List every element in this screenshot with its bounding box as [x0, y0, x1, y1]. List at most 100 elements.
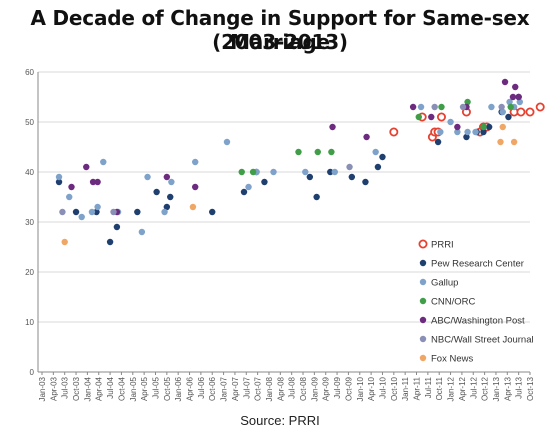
data-point: [512, 83, 519, 91]
data-point: [72, 208, 80, 216]
data-point: [314, 148, 321, 156]
data-point: [144, 173, 151, 181]
data-point: [454, 128, 461, 136]
data-point: [302, 168, 309, 176]
x-tick-label: Jul-12: [469, 376, 478, 398]
data-point: [88, 208, 96, 216]
y-tick-label: 60: [25, 68, 34, 77]
legend-marker: [419, 259, 427, 267]
data-point: [83, 163, 90, 171]
data-point: [454, 123, 461, 131]
x-tick-label: Jul-11: [424, 376, 433, 398]
legend-marker: [419, 354, 427, 362]
data-point: [161, 208, 168, 216]
data-point: [138, 228, 146, 236]
x-tick-label: Apr-07: [231, 376, 240, 401]
data-point: [506, 98, 513, 106]
data-point: [192, 158, 199, 166]
x-tick-label: Jul-07: [242, 376, 251, 398]
x-tick-label: Oct-06: [208, 376, 217, 401]
y-tick-label: 50: [25, 118, 34, 127]
data-point: [223, 138, 231, 146]
data-point: [163, 203, 171, 211]
data-point: [437, 128, 444, 136]
x-tick-label: Jul-05: [151, 376, 160, 398]
data-point: [270, 168, 277, 176]
x-tick-label: Oct-10: [390, 376, 399, 401]
legend-label: CNN/ORC: [431, 297, 475, 308]
x-tick-label: Jan-12: [447, 376, 456, 401]
data-point: [192, 183, 199, 191]
data-point: [409, 103, 417, 111]
data-point: [434, 138, 442, 146]
data-point: [59, 208, 66, 216]
x-tick-label: Apr-09: [322, 376, 331, 401]
data-point: [436, 112, 446, 122]
data-point: [249, 168, 257, 176]
x-tick-label: Apr-12: [458, 376, 467, 401]
x-tick-label: Oct-07: [254, 376, 263, 401]
x-tick-label: Apr-11: [413, 376, 422, 400]
data-point: [374, 163, 382, 171]
x-tick-label: Jul-06: [197, 376, 206, 398]
x-tick-label: Oct-03: [72, 376, 81, 401]
data-point: [510, 138, 518, 146]
legend-marker: [419, 335, 427, 343]
legend-marker: [419, 316, 427, 324]
data-point: [153, 188, 160, 196]
data-point: [379, 153, 386, 161]
data-point: [113, 223, 121, 231]
data-point: [245, 183, 252, 191]
data-point: [55, 178, 63, 186]
x-tick-label: Apr-05: [140, 376, 149, 401]
data-point: [372, 148, 379, 156]
data-point: [313, 193, 320, 201]
x-tick-label: Oct-05: [163, 376, 172, 401]
data-point: [431, 103, 438, 111]
legend-label: NBC/Wall Street Journal: [431, 335, 534, 346]
data-point: [295, 148, 302, 156]
x-tick-label: Apr-03: [49, 376, 58, 401]
data-point: [363, 133, 370, 141]
data-point: [463, 133, 470, 141]
data-point: [488, 103, 495, 111]
data-point: [55, 173, 63, 181]
x-tick-label: Apr-04: [95, 376, 104, 401]
x-tick-label: Jan-06: [174, 376, 183, 401]
data-point: [346, 163, 353, 171]
legend-marker: [418, 239, 428, 249]
data-point: [507, 103, 514, 111]
data-point: [535, 102, 545, 112]
data-point: [499, 123, 506, 131]
data-point: [100, 158, 107, 166]
legend-label: Gallup: [431, 278, 458, 289]
data-point: [515, 93, 522, 101]
data-point: [516, 98, 523, 106]
data-point: [78, 213, 85, 221]
data-point: [438, 103, 445, 111]
data-point: [464, 98, 471, 106]
data-point: [134, 208, 141, 216]
x-tick-label: Oct-12: [481, 376, 490, 401]
data-point: [509, 93, 517, 101]
data-point: [459, 103, 467, 111]
data-point: [415, 113, 422, 121]
data-point: [485, 123, 493, 131]
data-point: [240, 188, 248, 196]
data-point: [525, 107, 535, 117]
data-point: [68, 183, 75, 191]
data-point: [505, 113, 512, 121]
data-point: [167, 193, 174, 201]
data-point: [189, 203, 197, 211]
data-point: [94, 203, 101, 211]
x-tick-label: Jan-13: [492, 376, 501, 401]
x-tick-label: Oct-09: [344, 376, 353, 401]
data-point: [499, 108, 506, 116]
x-tick-label: Jan-09: [310, 376, 319, 401]
data-point: [94, 178, 101, 186]
x-tick-label: Jul-03: [61, 376, 70, 398]
y-tick-label: 20: [25, 268, 34, 277]
x-tick-label: Jul-10: [378, 376, 387, 398]
x-tick-label: Jan-04: [83, 376, 92, 401]
data-point: [306, 173, 314, 181]
